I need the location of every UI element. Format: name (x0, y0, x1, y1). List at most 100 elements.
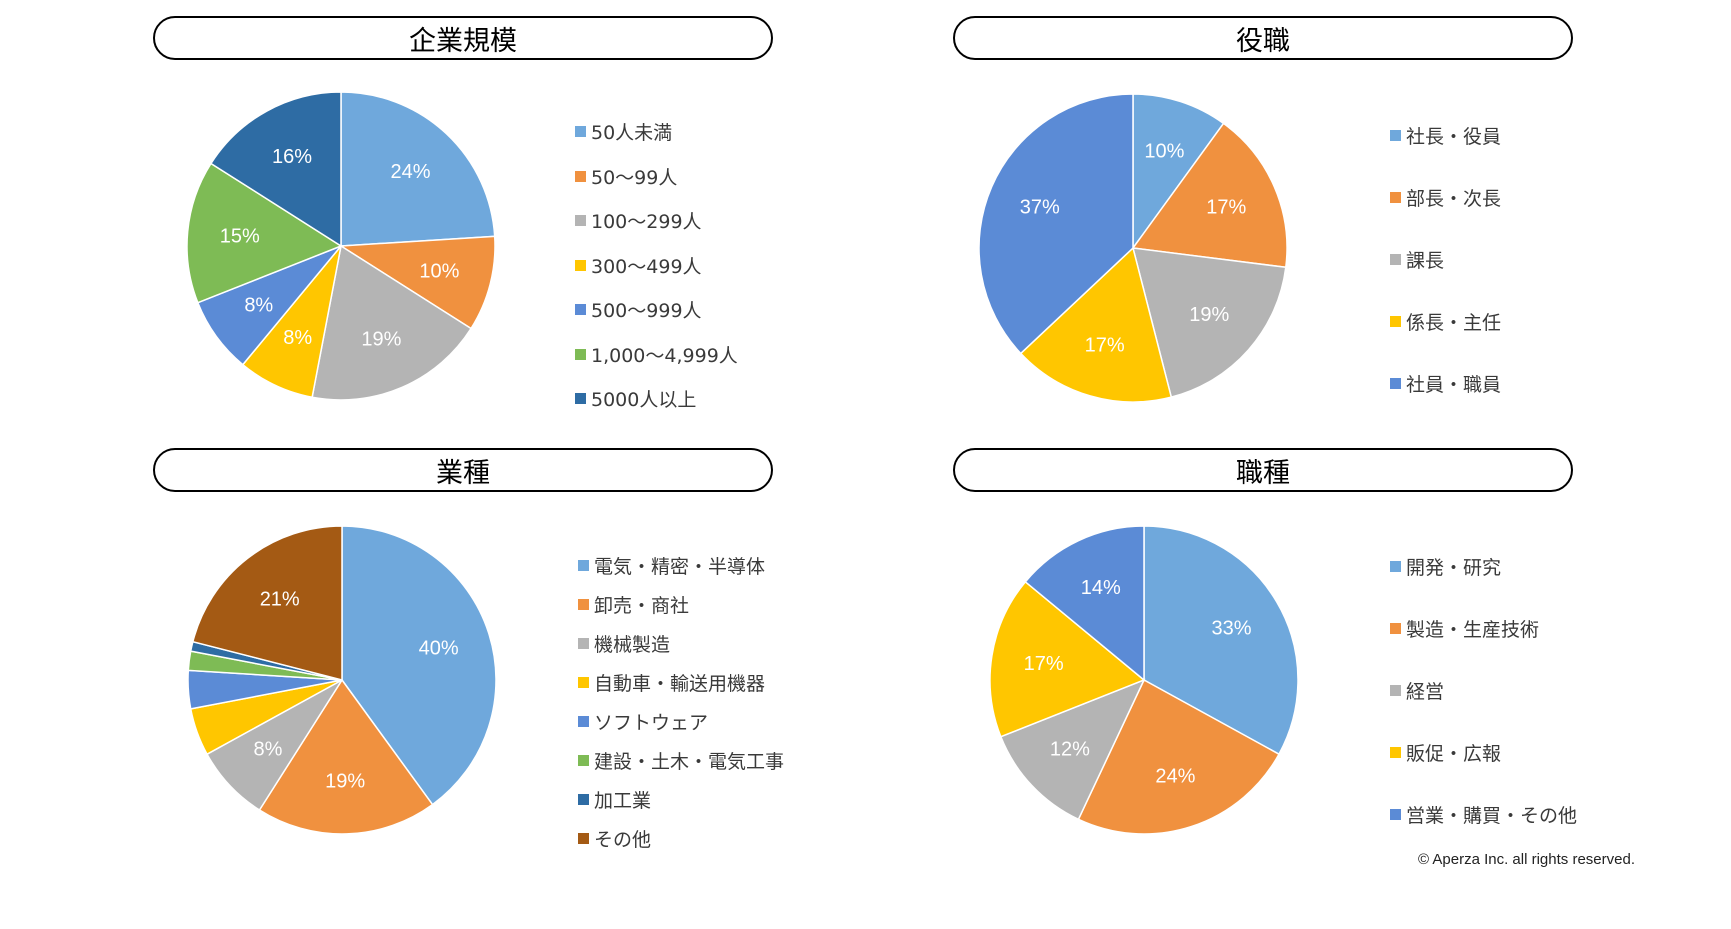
data-label: 33% (1211, 617, 1251, 639)
legend-label: 300～499人 (591, 255, 702, 278)
pie-slice (341, 525, 497, 806)
data-label: 17% (1085, 335, 1125, 357)
legend-item: 300～499人 (575, 252, 702, 279)
legend-item: その他 (578, 825, 651, 852)
pie-slice (1143, 525, 1299, 756)
legend-item: 50～99人 (575, 163, 677, 190)
legend-label: 50人未満 (591, 122, 673, 144)
legend-label: 開発・研究 (1406, 557, 1502, 579)
legend-item: 建設・土木・電気工事 (578, 747, 784, 774)
legend-label: 機械製造 (594, 634, 671, 656)
pie-chart: 24% 10% 19% 8% 8% 15% 16% (186, 91, 496, 401)
legend-label: 課長 (1406, 250, 1445, 272)
data-label: 12% (1050, 739, 1090, 761)
pie-slice (1077, 678, 1280, 835)
chart-title: 役職 (953, 16, 1573, 60)
legend-label: 建設・土木・電気工事 (594, 751, 785, 773)
legend-swatch (575, 348, 586, 360)
pie-slice (191, 525, 343, 681)
data-label: 19% (325, 771, 365, 793)
legend-label: 500～999人 (591, 300, 702, 322)
data-label: 16% (272, 146, 312, 168)
legend-item: ソフトウェア (578, 708, 708, 735)
pie-chart: 33% 24% 12% 17% 14% (989, 525, 1299, 835)
pie-slice (989, 580, 1146, 738)
data-label: 17% (1024, 653, 1064, 675)
legend-label: 5000人以上 (591, 389, 697, 411)
legend-label: 製造・生産技術 (1406, 619, 1540, 641)
pie-chart: 40% 19% 8% 21% (187, 525, 497, 835)
legend-swatch (1390, 561, 1401, 572)
legend-swatch (578, 716, 589, 727)
legend-label: その他 (594, 829, 652, 851)
legend-item: 社長・役員 (1390, 122, 1501, 149)
legend-item: 課長 (1390, 246, 1444, 273)
legend-label: ソフトウェア (594, 712, 709, 734)
legend-swatch (575, 393, 586, 404)
legend-label: 卸売・商社 (594, 595, 690, 617)
legend-swatch (1390, 130, 1401, 141)
data-label: 21% (260, 589, 300, 611)
legend-label: 100～299人 (591, 211, 702, 233)
pie-slice (209, 91, 342, 248)
legend-swatch (578, 677, 589, 688)
pie-slice (258, 678, 434, 835)
chart-panel-position: 役職 10% 17% 19% 17% 37% 社長・役員 部長・次長 課長 係長・主任 社員・職… (800, 0, 1600, 430)
chart-title: 業種 (153, 448, 773, 492)
data-label: 8% (253, 739, 282, 761)
pie-slice (1131, 247, 1287, 399)
pie-slice (311, 244, 473, 401)
data-label: 10% (419, 260, 459, 282)
legend-swatch (578, 755, 589, 766)
legend-swatch (575, 126, 586, 137)
chart-panel-industry: 業種 40% 19% 8% 21% 電気・精密・半導体 卸売・商社 機械製造 自動車・輸送用… (0, 432, 800, 862)
legend-item: 社員・職員 (1390, 370, 1501, 397)
chart-title: 職種 (953, 448, 1573, 492)
legend-label: 営業・購買・その他 (1406, 805, 1578, 827)
chart-panel-job-type: 職種 33% 24% 12% 17% 14% 開発・研究 製造・生産技術 経営 販促・広報 営業… (800, 432, 1600, 862)
legend-label: 社員・職員 (1406, 374, 1502, 396)
legend-label: 1,000～4,999人 (591, 344, 738, 367)
legend-swatch (1390, 623, 1401, 634)
data-label: 19% (1189, 304, 1229, 326)
data-label: 37% (1020, 197, 1060, 219)
legend-swatch (1390, 809, 1401, 820)
legend-label: 係長・主任 (1406, 312, 1502, 334)
legend-swatch (1390, 685, 1401, 696)
legend-swatch (578, 599, 589, 610)
legend-item: 係長・主任 (1390, 308, 1501, 335)
data-label: 19% (361, 328, 401, 350)
legend-item: 5000人以上 (575, 385, 696, 412)
legend-label: 電気・精密・半導体 (594, 556, 766, 578)
legend-item: 自動車・輸送用機器 (578, 669, 765, 696)
legend-item: 1,000～4,999人 (575, 341, 738, 368)
data-label: 14% (1081, 577, 1121, 599)
legend-item: 機械製造 (578, 630, 670, 657)
legend-item: 製造・生産技術 (1390, 615, 1539, 642)
legend-swatch (1390, 316, 1401, 327)
legend-swatch (1390, 254, 1401, 265)
pie-slice (338, 235, 496, 330)
pie-slice (999, 678, 1146, 821)
legend-item: 販促・広報 (1390, 739, 1501, 766)
pie-slice (340, 91, 496, 247)
legend-swatch (578, 794, 589, 805)
legend-swatch (575, 259, 586, 271)
legend-item: 加工業 (578, 786, 651, 813)
legend-swatch (1390, 378, 1401, 389)
legend-swatch (1390, 747, 1401, 758)
legend-item: 電気・精密・半導体 (578, 552, 765, 579)
legend-label: 50～99人 (591, 166, 678, 189)
legend-item: 開発・研究 (1390, 553, 1501, 580)
data-label: 8% (244, 295, 273, 317)
legend-label: 経営 (1406, 681, 1445, 703)
legend-label: 販促・広報 (1406, 743, 1502, 765)
legend-swatch (578, 638, 589, 649)
data-label: 8% (283, 327, 312, 349)
legend-swatch (1390, 192, 1401, 203)
pie-slice (978, 93, 1134, 355)
legend-swatch (578, 833, 589, 844)
chart-panel-company-size: 企業規模 24% 10% 19% 8% 8% 15% 16% 50人未満 50～99人 100～… (0, 0, 800, 430)
pie-slice (1019, 246, 1173, 403)
legend-swatch (575, 215, 586, 226)
